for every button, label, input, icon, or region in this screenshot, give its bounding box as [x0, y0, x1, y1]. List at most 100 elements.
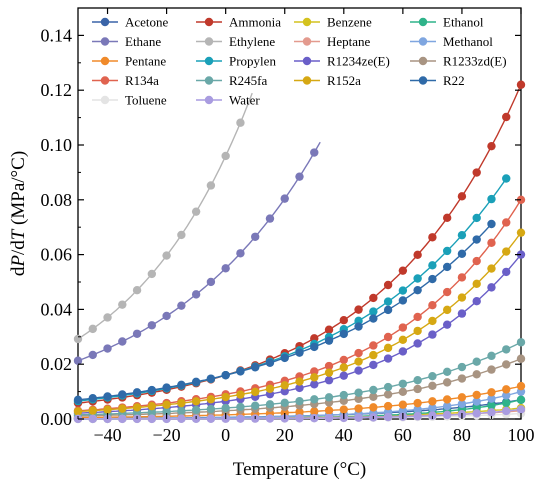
data-point — [354, 322, 363, 331]
data-point — [502, 218, 511, 227]
data-point — [354, 305, 363, 314]
y-tick-label: 0.06 — [41, 245, 73, 265]
data-point — [236, 249, 245, 258]
legend-item: Acetone — [92, 15, 169, 30]
data-point — [442, 213, 452, 223]
data-point — [310, 395, 319, 404]
data-point — [339, 390, 348, 400]
data-point — [457, 249, 467, 259]
data-point — [191, 405, 201, 415]
data-point — [177, 301, 186, 310]
legend-item: Benzene — [294, 15, 372, 30]
data-point — [147, 269, 157, 279]
series-r22 — [73, 219, 496, 405]
legend-label: Water — [229, 93, 260, 108]
data-point — [251, 363, 260, 372]
legend-item: R134a — [92, 73, 159, 88]
legend-item: Pentane — [92, 54, 166, 69]
legend-item: Ethane — [92, 34, 161, 49]
data-point — [280, 387, 289, 396]
legend-swatch-marker — [302, 76, 312, 85]
legend-label: Benzene — [327, 15, 372, 30]
data-point — [73, 395, 83, 405]
data-point — [177, 398, 186, 408]
data-point — [236, 118, 245, 127]
data-point — [369, 403, 378, 412]
data-point — [310, 367, 319, 376]
data-point — [206, 404, 216, 414]
data-point — [383, 305, 393, 315]
data-point — [472, 279, 481, 289]
data-point — [206, 277, 216, 287]
data-point — [516, 338, 526, 347]
data-point — [457, 230, 467, 240]
data-point — [457, 393, 467, 402]
data-point — [383, 297, 393, 306]
legend-label: Ammonia — [229, 15, 281, 30]
data-point — [206, 414, 216, 423]
data-point — [354, 388, 363, 397]
data-point — [516, 80, 526, 89]
data-point — [369, 350, 378, 360]
data-point — [487, 394, 496, 403]
data-point — [118, 390, 127, 399]
data-point — [280, 398, 289, 408]
data-point — [516, 228, 526, 237]
data-point — [413, 398, 422, 408]
data-point — [295, 377, 304, 386]
data-point — [442, 395, 452, 404]
data-point — [206, 395, 216, 404]
data-point — [413, 326, 422, 336]
data-point — [369, 392, 378, 401]
x-axis-title: Temperature (°C) — [233, 459, 366, 480]
data-point — [428, 261, 437, 270]
data-point — [428, 233, 437, 242]
y-tick-label: 0.04 — [41, 299, 73, 319]
data-point — [103, 344, 112, 353]
data-point — [162, 311, 171, 321]
data-point — [88, 324, 97, 334]
data-point — [472, 168, 481, 177]
y-tick-label: 0.12 — [41, 80, 73, 100]
data-point — [280, 353, 289, 363]
data-point — [177, 380, 186, 390]
data-point — [324, 413, 334, 423]
data-point — [73, 356, 83, 365]
data-point — [398, 296, 408, 305]
data-point — [177, 230, 186, 240]
data-point — [88, 350, 97, 360]
x-tick-label: 0 — [221, 425, 230, 445]
data-point — [472, 297, 481, 306]
data-point — [236, 367, 245, 376]
data-point — [236, 414, 245, 423]
data-point — [516, 395, 526, 405]
data-point — [339, 405, 348, 414]
data-point — [442, 246, 452, 256]
legend-item: R22 — [410, 73, 465, 88]
data-point — [251, 401, 260, 410]
data-point — [428, 330, 437, 339]
legend-swatch-marker — [100, 37, 110, 46]
data-point — [502, 385, 511, 394]
data-point — [162, 400, 171, 409]
data-point — [324, 368, 334, 377]
data-point — [295, 383, 304, 393]
data-point — [354, 348, 363, 358]
data-point — [251, 387, 260, 397]
data-point — [502, 391, 511, 400]
data-point — [369, 314, 378, 323]
data-point — [310, 407, 319, 416]
data-point — [88, 414, 97, 424]
data-point — [502, 360, 511, 369]
data-point — [103, 405, 112, 414]
data-point — [369, 341, 378, 350]
axes-layer: −40 −20 0 20 40 60 80 100 0.00 0.02 0.04 0.06 0.08 0.… — [41, 8, 535, 445]
data-point — [398, 286, 408, 295]
data-point — [177, 406, 186, 416]
x-tick-label: 20 — [276, 425, 294, 445]
data-point — [265, 358, 275, 367]
data-point — [221, 264, 230, 273]
x-tick-label: −20 — [153, 425, 181, 445]
data-point — [280, 381, 289, 390]
data-point — [487, 194, 496, 204]
